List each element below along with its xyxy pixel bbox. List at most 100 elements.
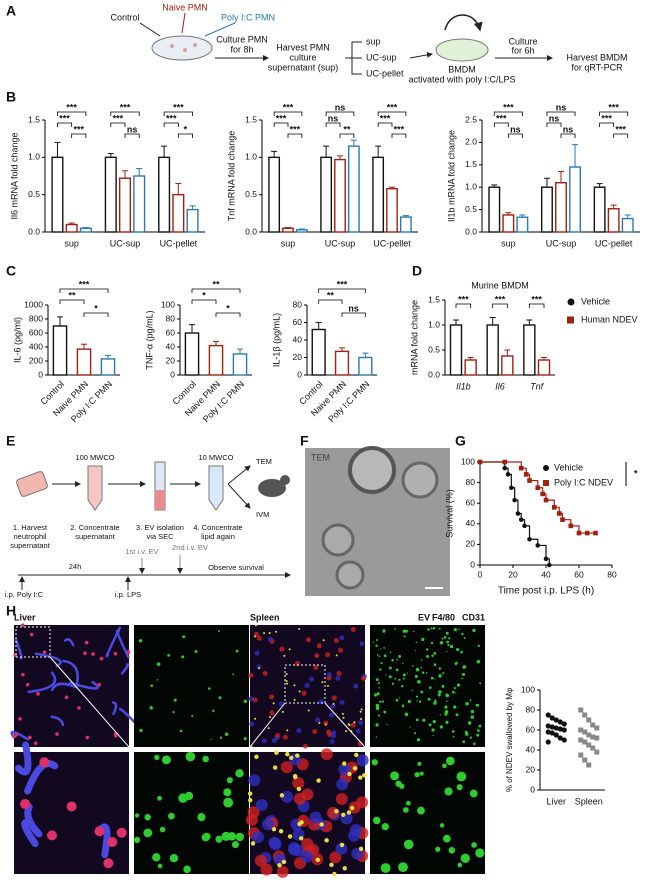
ev-signal — [462, 740, 466, 744]
significance-bracket — [528, 303, 545, 308]
ev-signal — [385, 674, 387, 676]
tissue-signal — [333, 638, 339, 644]
ev-signal — [223, 797, 234, 808]
tissue-signal — [261, 738, 267, 744]
vessel — [24, 760, 59, 795]
ev-signal — [358, 775, 363, 780]
significance-label: *** — [66, 102, 77, 112]
macrophage — [42, 650, 47, 654]
ev-signal — [465, 732, 469, 736]
survival-point — [568, 523, 574, 529]
ev-signal — [316, 778, 321, 783]
tissue-signal — [325, 652, 331, 658]
ev-signal — [388, 675, 392, 679]
y-tick-label: 0 — [297, 369, 302, 379]
macrophage — [107, 837, 118, 848]
tissue-signal — [262, 818, 275, 831]
point — [549, 715, 555, 721]
ev-signal — [442, 672, 445, 675]
tissue-signal — [348, 801, 361, 814]
bar — [100, 358, 116, 376]
significance-bracket — [110, 111, 140, 116]
vessel — [50, 682, 78, 692]
macrophage — [36, 692, 40, 696]
tissue-signal — [279, 646, 285, 652]
ev-signal — [185, 751, 196, 762]
significance-bracket — [560, 133, 576, 138]
significance-bracket — [391, 133, 407, 138]
bar — [516, 216, 529, 233]
bar — [555, 182, 567, 233]
ev-signal — [375, 678, 379, 682]
bar — [488, 186, 501, 233]
ev-signal — [181, 655, 185, 659]
significance-label: *** — [531, 294, 542, 304]
tissue-signal — [256, 664, 262, 670]
ev-signal — [431, 654, 434, 657]
ev-signal — [267, 727, 270, 730]
ev-signal — [416, 738, 421, 742]
significance-bracket — [287, 133, 303, 138]
bar — [133, 175, 146, 233]
ev-signal — [184, 791, 194, 801]
y-tick-label: 80 — [293, 299, 303, 309]
bar — [79, 227, 92, 233]
ev-signal — [462, 673, 466, 677]
x-tick-label: Il1b — [456, 381, 471, 391]
ev-signal — [472, 628, 476, 633]
ev-signal — [432, 627, 436, 630]
bar — [311, 328, 326, 376]
significance-label: * — [634, 468, 638, 478]
ev-signal — [352, 766, 358, 771]
ev-signal — [277, 862, 282, 868]
y-axis-label: TNF-α (pg/mL) — [144, 310, 154, 369]
point — [553, 732, 559, 738]
survival-step — [480, 461, 550, 565]
ev-signal — [390, 771, 400, 781]
ev-signal — [201, 833, 210, 842]
legend-marker — [543, 465, 549, 471]
ev-signal — [378, 687, 381, 689]
petri-dish — [435, 38, 489, 62]
ev-signal — [435, 846, 441, 852]
y-tick-label: 40 — [526, 744, 536, 754]
ev-signal — [322, 639, 325, 642]
survival-point — [512, 497, 517, 503]
ev-signal — [380, 863, 391, 873]
significance-bracket — [273, 122, 289, 127]
point — [557, 735, 563, 741]
significance-bracket — [83, 312, 109, 317]
macrophage — [28, 735, 32, 740]
tissue-signal — [282, 734, 288, 740]
ev-signal — [232, 673, 235, 676]
ev-signal — [372, 816, 381, 825]
survival-point — [547, 562, 552, 568]
tissue-signal — [252, 697, 258, 703]
y-tick-label: 600 — [29, 327, 43, 337]
ev-signal — [399, 865, 405, 871]
bar — [593, 186, 606, 233]
ev-signal — [414, 650, 417, 652]
tissue-signal — [248, 672, 254, 678]
y-axis-label: Survival (%) — [444, 489, 454, 538]
significance-label: *** — [496, 113, 507, 123]
significance-label: ** — [212, 279, 220, 289]
ev-signal — [359, 710, 362, 713]
ev-signal — [414, 732, 417, 735]
readout: TEM — [256, 457, 272, 466]
macrophage — [20, 623, 25, 627]
macrophage — [97, 682, 102, 687]
macrophage — [25, 682, 30, 687]
significance-bracket — [191, 299, 217, 304]
tissue-signal — [350, 722, 356, 728]
arrow — [227, 465, 251, 485]
ev-signal — [225, 732, 229, 736]
ev-signal — [326, 684, 329, 687]
vessel — [24, 803, 43, 838]
ev-signal — [420, 666, 423, 669]
step-text: culture — [289, 52, 316, 62]
ev-signal — [173, 698, 177, 702]
ev-signal — [382, 630, 386, 633]
y-tick-label: 100 — [161, 299, 175, 309]
ev-signal — [332, 871, 337, 877]
